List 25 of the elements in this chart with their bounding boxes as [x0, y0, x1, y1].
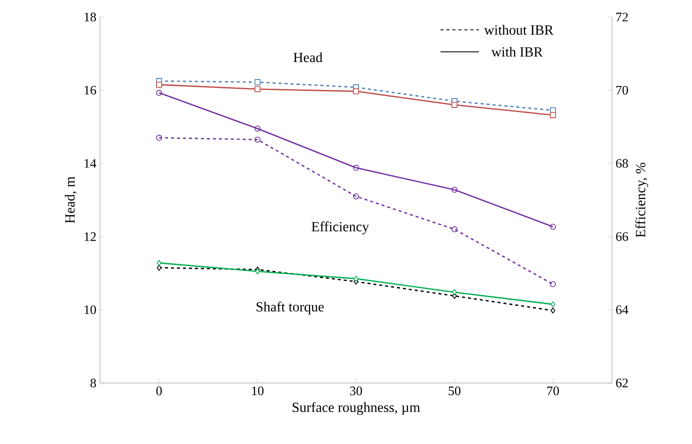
y-axis-title: Head, m: [64, 176, 77, 224]
x-tick-label: 50: [448, 386, 460, 396]
y2-axis-title: Efficiency, %: [635, 162, 648, 238]
y-tick-label: 10: [84, 305, 96, 314]
y2-tick-label: 72: [616, 12, 628, 22]
x-tick-label: 10: [252, 386, 264, 396]
y-tick-label: 18: [84, 12, 96, 22]
y2-tick-label: 68: [616, 159, 628, 168]
x-tick-label: 30: [350, 386, 362, 396]
x-tick-label: 0: [156, 386, 162, 396]
annotation: Head: [294, 52, 322, 62]
y-tick-label: 14: [84, 159, 96, 168]
y2-tick-label: 70: [616, 86, 628, 95]
y2-tick-label: 66: [616, 232, 628, 241]
x-tick-label: 70: [547, 386, 559, 396]
annotation: Efficiency: [312, 221, 369, 234]
annotation: Shaft torque: [256, 302, 324, 314]
y-tick-label: 8: [90, 378, 96, 388]
annotation: without IBR: [484, 24, 554, 35]
y-tick-label: 12: [84, 232, 96, 241]
y-tick-label: 16: [84, 86, 96, 95]
x-axis-title: Surface roughness, µm: [292, 402, 420, 415]
y2-tick-label: 64: [616, 305, 628, 314]
y2-tick-label: 62: [616, 378, 628, 388]
annotation: with IBR: [491, 46, 543, 57]
